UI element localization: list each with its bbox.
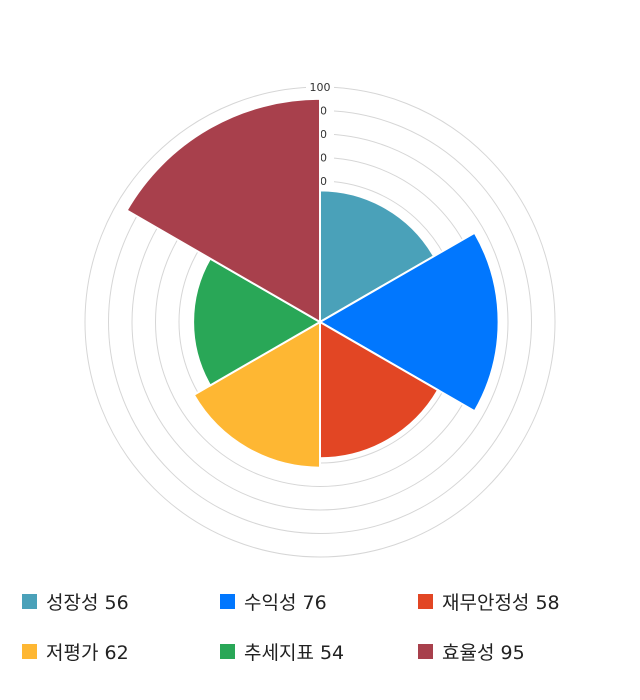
- legend-item[interactable]: 효율성 95: [418, 638, 525, 665]
- legend-label: 저평가 62: [46, 642, 129, 664]
- legend-label: 수익성 76: [244, 592, 327, 614]
- legend-swatch: [22, 644, 37, 659]
- legend-label: 재무안정성 58: [442, 592, 560, 614]
- legend-swatch: [418, 644, 433, 659]
- legend-label: 효율성 95: [442, 642, 525, 664]
- sector-추세지표: [192, 257, 323, 387]
- legend-item[interactable]: 추세지표 54: [220, 638, 344, 665]
- tick-label-bg: [306, 80, 334, 93]
- sector-저평가: [192, 320, 321, 469]
- sector-재무안정성: [319, 320, 440, 460]
- legend-item[interactable]: 재무안정성 58: [418, 588, 560, 615]
- legend-swatch: [220, 594, 235, 609]
- legend-swatch: [220, 644, 235, 659]
- legend-item[interactable]: 성장성 56: [22, 588, 129, 615]
- sector-성장성: [319, 189, 436, 324]
- legend-swatch: [22, 594, 37, 609]
- legend-swatch: [418, 594, 433, 609]
- polar-area-chart: 10090807060: [84, 80, 556, 558]
- legend-label: 성장성 56: [46, 592, 129, 614]
- legend-item[interactable]: 수익성 76: [220, 588, 327, 615]
- legend-item[interactable]: 저평가 62: [22, 638, 129, 665]
- legend-label: 추세지표 54: [244, 642, 345, 664]
- sector-효율성: [125, 97, 321, 324]
- tick-label: 100: [310, 81, 331, 94]
- sector-수익성: [318, 231, 500, 413]
